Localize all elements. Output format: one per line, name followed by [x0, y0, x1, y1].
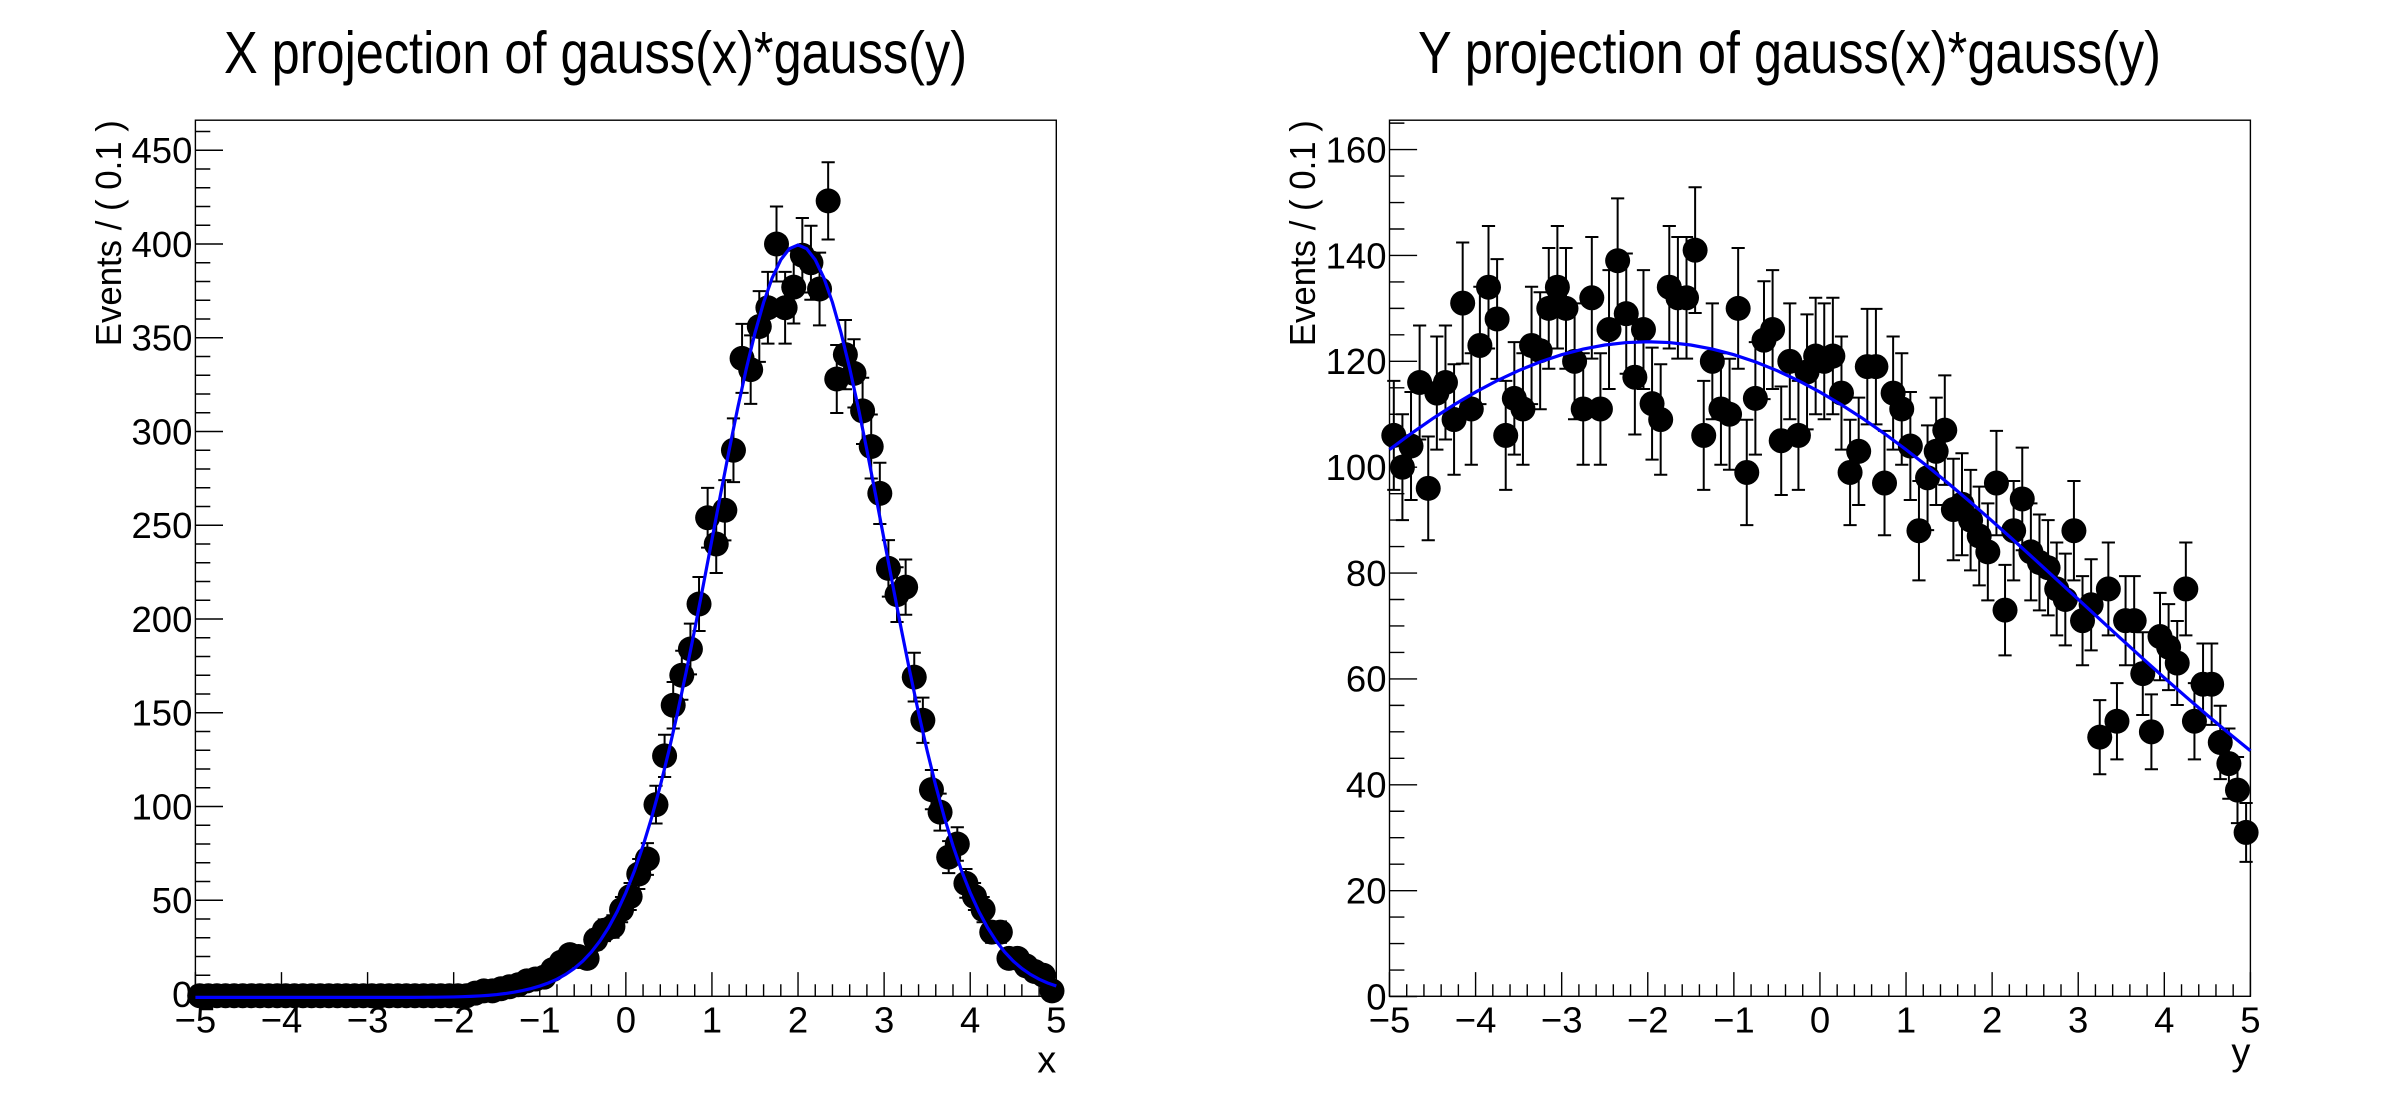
svg-text:5: 5 [1046, 1000, 1066, 1041]
svg-text:−3: −3 [1541, 1000, 1583, 1041]
svg-text:−2: −2 [1627, 1000, 1669, 1041]
svg-text:Events / ( 0.1 ): Events / ( 0.1 ) [1282, 120, 1323, 346]
svg-text:0: 0 [616, 1000, 636, 1041]
svg-text:−1: −1 [1713, 1000, 1755, 1041]
svg-text:0: 0 [172, 974, 192, 1015]
svg-text:300: 300 [131, 411, 192, 452]
svg-text:200: 200 [131, 599, 192, 640]
svg-text:x: x [1037, 1040, 1056, 1082]
svg-text:80: 80 [1346, 553, 1387, 594]
svg-text:3: 3 [2068, 1000, 2088, 1041]
svg-text:1: 1 [702, 1000, 722, 1041]
svg-text:450: 450 [131, 130, 192, 171]
svg-text:1: 1 [1896, 1000, 1916, 1041]
svg-text:20: 20 [1346, 870, 1387, 911]
svg-text:−5: −5 [1369, 1000, 1411, 1041]
svg-text:Y projection of gauss(x)*gauss: Y projection of gauss(x)*gauss(y) [1418, 20, 2161, 86]
svg-text:−3: −3 [347, 1000, 389, 1041]
svg-text:350: 350 [131, 318, 192, 359]
svg-text:50: 50 [152, 880, 193, 921]
svg-text:120: 120 [1326, 341, 1387, 382]
svg-text:−4: −4 [261, 1000, 303, 1041]
svg-text:400: 400 [131, 224, 192, 265]
svg-text:60: 60 [1346, 659, 1387, 700]
svg-text:X projection of gauss(x)*gauss: X projection of gauss(x)*gauss(y) [224, 20, 967, 86]
svg-text:2: 2 [1982, 1000, 2002, 1041]
svg-text:y: y [2231, 1032, 2250, 1074]
svg-text:100: 100 [1326, 447, 1387, 488]
svg-text:40: 40 [1346, 765, 1387, 806]
svg-text:160: 160 [1326, 129, 1387, 170]
svg-text:−2: −2 [433, 1000, 475, 1041]
svg-text:2: 2 [788, 1000, 808, 1041]
svg-text:150: 150 [131, 693, 192, 734]
svg-text:0: 0 [1366, 976, 1386, 1017]
svg-text:−1: −1 [519, 1000, 561, 1041]
svg-text:140: 140 [1326, 235, 1387, 276]
svg-text:3: 3 [874, 1000, 894, 1041]
svg-text:250: 250 [131, 505, 192, 546]
svg-text:−5: −5 [175, 1000, 217, 1041]
svg-text:5: 5 [2240, 1000, 2260, 1041]
svg-text:0: 0 [1810, 1000, 1830, 1041]
svg-text:100: 100 [131, 786, 192, 827]
svg-text:4: 4 [960, 1000, 980, 1041]
svg-text:Events / ( 0.1 ): Events / ( 0.1 ) [88, 120, 129, 346]
svg-text:−4: −4 [1455, 1000, 1497, 1041]
svg-text:4: 4 [2154, 1000, 2174, 1041]
